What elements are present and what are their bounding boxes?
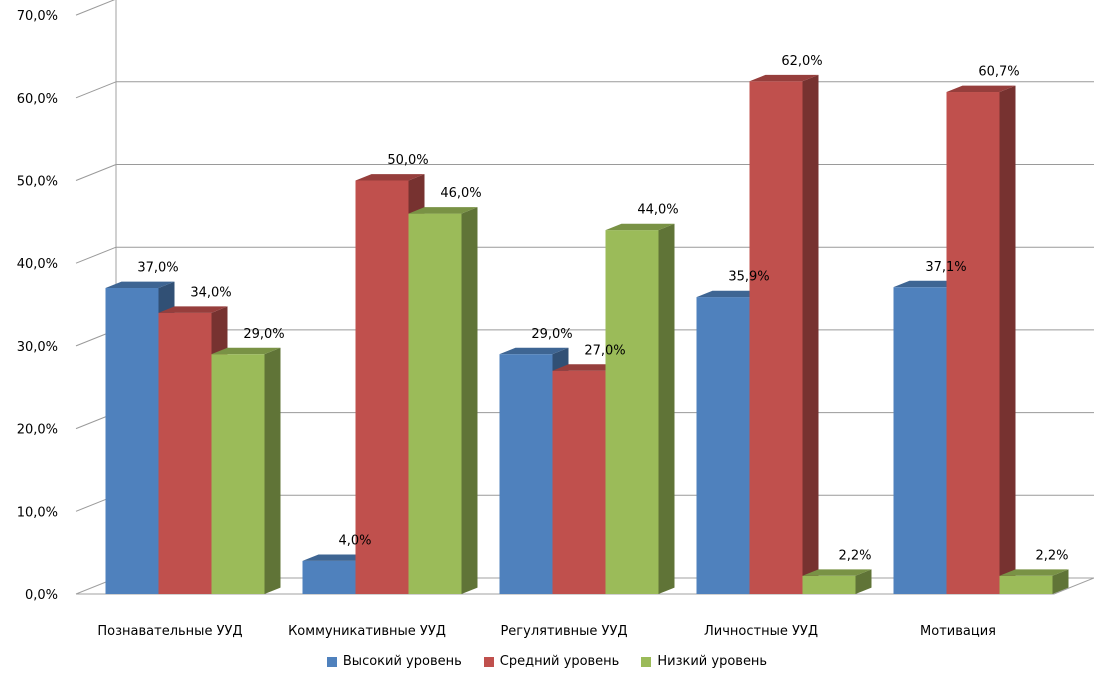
- y-tick-label: 0,0%: [25, 588, 58, 603]
- legend-label-low: Низкий уровень: [657, 654, 768, 669]
- bar-front: [499, 354, 553, 594]
- data-label: 2,2%: [838, 548, 871, 563]
- bar-side: [1052, 569, 1069, 594]
- y-tick-label: 50,0%: [17, 175, 58, 190]
- data-label: 27,0%: [584, 343, 625, 358]
- y-tick-label: 30,0%: [17, 340, 58, 355]
- bar-front: [302, 560, 356, 594]
- data-label: 62,0%: [781, 54, 822, 69]
- y-tick-label: 70,0%: [17, 9, 58, 24]
- legend-label-medium: Средний уровень: [499, 654, 620, 669]
- bar: [999, 569, 1069, 594]
- legend-item-medium: Средний уровень: [483, 654, 620, 669]
- legend-item-low: Низкий уровень: [641, 654, 767, 669]
- gridline-diagonal: [75, 164, 117, 181]
- bar-top: [802, 569, 872, 576]
- floor-right-edge: [1053, 577, 1094, 595]
- bar-top: [552, 364, 622, 371]
- bar-front: [802, 575, 856, 594]
- legend-swatch-high: [326, 656, 337, 667]
- bar: [211, 347, 281, 594]
- bar: [946, 85, 1016, 595]
- legend-swatch-low: [641, 656, 652, 667]
- bar-side: [855, 569, 872, 594]
- gridline-diagonal: [75, 81, 117, 99]
- bar-top: [499, 347, 569, 355]
- bar-front: [749, 81, 803, 594]
- bar-top: [999, 569, 1069, 576]
- bar-front: [355, 180, 409, 594]
- bar-side: [461, 207, 478, 594]
- legend: Высокий уровень Средний уровень Низкий у…: [0, 654, 1094, 669]
- data-label: 34,0%: [190, 285, 231, 300]
- bar-side: [802, 74, 819, 595]
- bar-front: [999, 575, 1053, 594]
- data-label: 46,0%: [440, 186, 481, 201]
- bar-top: [355, 174, 425, 181]
- data-labels: 37,0% 34,0% 29,0% 4,0% 50,0% 46,0% 29,0% 27,0% 4…: [137, 54, 1068, 564]
- data-label: 60,7%: [978, 65, 1019, 80]
- gridline-diagonal: [75, 246, 117, 264]
- bar-front: [552, 370, 606, 594]
- bar-top: [605, 223, 675, 231]
- bar-top: [749, 74, 819, 82]
- y-axis-ticks: 0,0% 10,0% 20,0% 30,0% 40,0% 50,0% 60,0% 70,0%: [17, 9, 58, 603]
- legend-swatch-medium: [483, 656, 494, 667]
- bar-front: [158, 312, 212, 594]
- data-label: 4,0%: [338, 534, 371, 549]
- data-label: 50,0%: [387, 153, 428, 168]
- bar-top: [696, 290, 766, 298]
- data-label: 29,0%: [531, 327, 572, 342]
- bar-front: [893, 287, 947, 594]
- data-label: 37,0%: [137, 261, 178, 276]
- bar-top: [105, 281, 175, 289]
- bar-front: [696, 297, 750, 594]
- bar-front: [211, 354, 265, 594]
- x-tick-label: Познавательные УУД: [97, 624, 242, 639]
- data-label: 2,2%: [1035, 548, 1068, 563]
- data-label: 35,9%: [728, 270, 769, 285]
- x-tick-label: Коммуникативные УУД: [288, 624, 446, 639]
- x-tick-label: Личностные УУД: [704, 624, 818, 639]
- bar: [749, 74, 819, 595]
- bar-side: [999, 85, 1016, 595]
- gridline-diagonal: [75, 0, 116, 16]
- bar: [605, 223, 675, 594]
- data-label: 29,0%: [243, 327, 284, 342]
- bar-front: [105, 288, 159, 594]
- bar-top: [408, 207, 478, 214]
- bar-side: [658, 223, 675, 594]
- x-axis-ticks: Познавательные УУД Коммуникативные УУД Рег…: [97, 624, 996, 639]
- bar-top: [302, 554, 372, 561]
- bar-top: [893, 280, 963, 288]
- legend-item-high: Высокий уровень: [326, 654, 462, 669]
- y-tick-label: 20,0%: [17, 423, 58, 438]
- bar: [802, 569, 872, 594]
- bar-front: [946, 92, 1000, 595]
- bar-side: [264, 347, 281, 594]
- bars: [105, 74, 1069, 595]
- bar-front: [605, 230, 659, 594]
- data-label: 44,0%: [637, 203, 678, 218]
- legend-label-high: Высокий уровень: [342, 654, 462, 669]
- x-tick-label: Мотивация: [920, 624, 996, 639]
- bar: [408, 207, 478, 594]
- bar-top: [158, 306, 228, 313]
- y-tick-label: 60,0%: [17, 92, 58, 107]
- bar-chart-3d: 0,0%10,0%20,0%30,0%40,0%50,0%60,0%70,0% …: [17, 0, 1094, 639]
- x-tick-label: Регулятивные УУД: [500, 624, 627, 639]
- y-tick-label: 40,0%: [17, 257, 58, 272]
- y-tick-label: 10,0%: [17, 505, 58, 520]
- bar-top: [211, 347, 281, 355]
- data-label: 37,1%: [925, 260, 966, 275]
- bar-front: [408, 213, 462, 594]
- bar-top: [946, 85, 1016, 93]
